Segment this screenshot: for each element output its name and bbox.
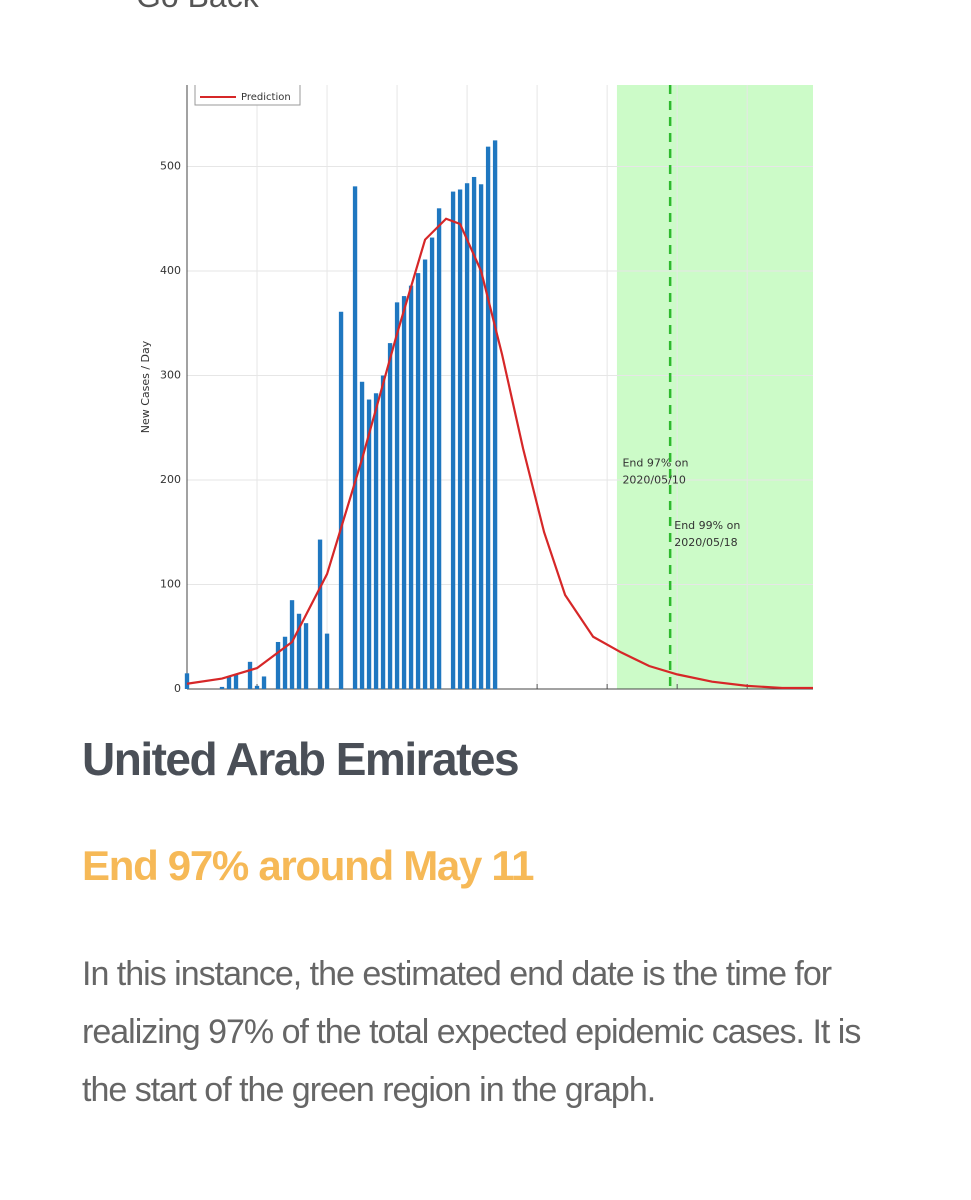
y-tick-label: 500: [160, 160, 181, 173]
annotation: 2020/05/10: [622, 473, 685, 486]
bar: [401, 296, 407, 689]
bar: [380, 375, 386, 689]
bar: [233, 674, 239, 689]
y-tick-label: 200: [160, 473, 181, 486]
bar: [457, 189, 463, 689]
annotation: 2020/05/18: [674, 536, 737, 549]
bar: [219, 686, 225, 689]
bar: [184, 673, 190, 689]
bar: [485, 146, 491, 689]
bar: [324, 633, 330, 689]
bar: [317, 539, 323, 689]
bar: [394, 302, 400, 689]
bar: [450, 191, 456, 689]
bar: [254, 685, 260, 689]
bar: [275, 641, 281, 689]
y-tick-label: 400: [160, 264, 181, 277]
description: In this instance, the estimated end date…: [82, 955, 861, 1109]
end-estimate: End 97% around May 11: [82, 842, 535, 889]
country-heading: United Arab Emirates: [82, 733, 520, 785]
bar: [478, 184, 484, 689]
bar: [303, 623, 309, 689]
bar: [338, 311, 344, 689]
legend-box: [194, 85, 301, 106]
bar: [429, 237, 435, 689]
bar: [436, 208, 442, 689]
y-tick-label: 100: [160, 578, 181, 591]
chart: 0 100 200 300 400 500 New Cases / Day End 97% o…: [139, 85, 813, 695]
y-tick-label: 300: [160, 369, 181, 382]
bar: [296, 613, 302, 689]
bar: [373, 393, 379, 689]
bar: [352, 186, 358, 689]
go-back[interactable]: Go Back: [82, 0, 259, 15]
bar: [408, 285, 414, 689]
bar: [261, 676, 267, 689]
prediction-line: [186, 217, 813, 690]
y-axis-label: New Cases / Day: [139, 340, 152, 433]
y-tick-label: 0: [174, 682, 181, 695]
bar: [366, 399, 372, 689]
bar: [359, 381, 365, 689]
bar: [422, 259, 428, 689]
shaded-region: [616, 85, 813, 689]
bar: [387, 343, 393, 689]
bar: [415, 273, 421, 689]
back-arrow: [82, 0, 120, 7]
bar: [464, 183, 470, 689]
annotation: End 99% on: [674, 519, 740, 532]
bar: [282, 636, 288, 689]
bar: [471, 176, 477, 689]
bar: [247, 661, 253, 689]
annotation: End 97% on: [622, 456, 688, 469]
bar: [226, 676, 232, 689]
bar: [289, 600, 295, 689]
legend-label: Prediction: [241, 92, 291, 103]
go-back-label[interactable]: Go Back: [136, 0, 259, 15]
bar: [492, 140, 498, 689]
